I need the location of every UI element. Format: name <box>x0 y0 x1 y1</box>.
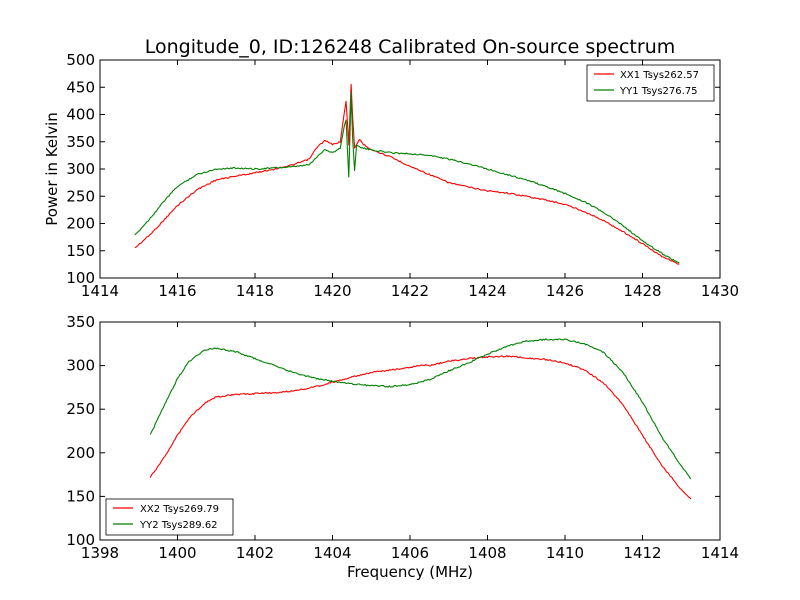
top-x-tick-label: 1424 <box>468 282 506 300</box>
figure-title: Longitude_0, ID:126248 Calibrated On-sou… <box>145 36 676 58</box>
top-y-tick-label: 400 <box>66 106 95 124</box>
bottom-x-tick-label: 1398 <box>81 544 119 562</box>
bottom-y-tick-label: 250 <box>66 400 95 418</box>
bottom-y-tick-label: 300 <box>66 357 95 375</box>
top-y-tick-label: 500 <box>66 51 95 69</box>
top-x-tick-label: 1414 <box>81 282 119 300</box>
bottom-legend-box <box>105 498 234 536</box>
bottom-x-tick-label: 1406 <box>391 544 429 562</box>
top-x-tick-label: 1418 <box>236 282 274 300</box>
bottom-x-tick-label: 1412 <box>623 544 661 562</box>
top-y-tick-label: 300 <box>66 160 95 178</box>
legend-label-xx2: XX2 Tsys269.79 <box>140 504 219 515</box>
top-x-tick-label: 1422 <box>391 282 429 300</box>
top-axis-ticks: 1414 1416 1418 1420 1422 1424 1426 1428 1430 100 1… <box>66 51 739 300</box>
top-y-tick-label: 150 <box>66 242 95 260</box>
top-y-tick-label: 200 <box>66 215 95 233</box>
bottom-y-tick-label: 150 <box>66 487 95 505</box>
top-x-tick-label: 1426 <box>546 282 584 300</box>
top-series-line-0 <box>134 83 680 265</box>
top-legend-box <box>586 64 715 102</box>
top-y-tick-label: 250 <box>66 187 95 205</box>
top-x-tick-label: 1430 <box>701 282 739 300</box>
bottom-legend: XX2 Tsys269.79 YY2 Tsys289.62 <box>105 498 234 536</box>
top-y-tick-label: 350 <box>66 133 95 151</box>
top-series-lines <box>134 83 680 265</box>
bottom-spectrum-panel: 1398 1400 1402 1404 1406 1408 1410 1412 1414 100 1… <box>66 313 739 581</box>
top-y-tick-label: 100 <box>66 269 95 287</box>
top-spectrum-panel: 1414 1416 1418 1420 1422 1424 1426 1428 1430 100 1… <box>43 51 739 300</box>
bottom-x-tick-label: 1404 <box>313 544 351 562</box>
bottom-x-tick-label: 1402 <box>236 544 274 562</box>
top-y-tick-label: 450 <box>66 78 95 96</box>
bottom-y-tick-label: 350 <box>66 313 95 331</box>
bottom-y-tick-label: 100 <box>66 531 95 549</box>
bottom-x-tick-label: 1414 <box>701 544 739 562</box>
bottom-x-tick-label: 1410 <box>546 544 584 562</box>
legend-label-yy2: YY2 Tsys289.62 <box>139 520 218 531</box>
top-x-tick-label: 1428 <box>623 282 661 300</box>
bottom-series-lines <box>149 338 692 500</box>
legend-label-xx1: XX1 Tsys262.57 <box>620 70 699 81</box>
top-series-line-1 <box>134 92 680 264</box>
bottom-x-tick-label: 1400 <box>158 544 196 562</box>
bottom-series-line-1 <box>149 338 692 480</box>
top-x-tick-label: 1420 <box>313 282 351 300</box>
bottom-series-line-0 <box>149 354 692 500</box>
bottom-x-axis-label: Frequency (MHz) <box>347 563 473 581</box>
legend-label-yy1: YY1 Tsys276.75 <box>619 86 698 97</box>
bottom-axis-ticks: 1398 1400 1402 1404 1406 1408 1410 1412 1414 100 1… <box>66 313 739 562</box>
bottom-y-tick-label: 200 <box>66 444 95 462</box>
top-y-axis-label: Power in Kelvin <box>43 112 61 226</box>
top-legend: XX1 Tsys262.57 YY1 Tsys276.75 <box>586 64 715 102</box>
bottom-x-tick-label: 1408 <box>468 544 506 562</box>
top-x-tick-label: 1416 <box>158 282 196 300</box>
